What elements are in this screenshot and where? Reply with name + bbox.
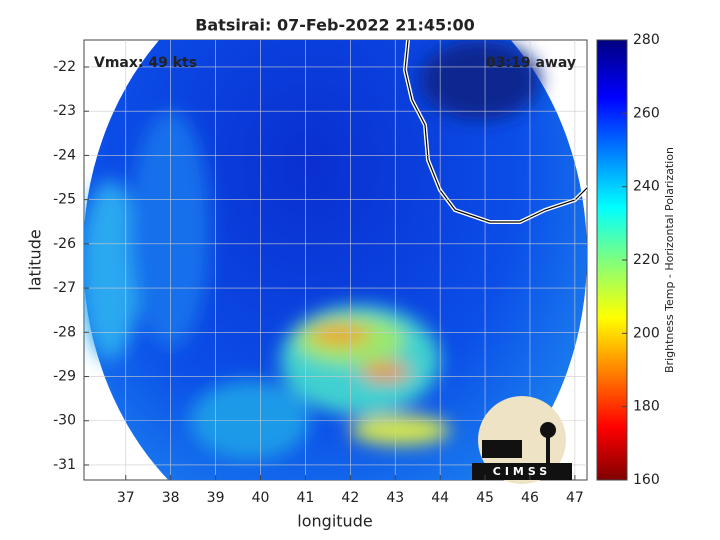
logo: CIMSS xyxy=(472,396,572,484)
x-tick-label: 43 xyxy=(386,490,404,506)
y-tick-label: -27 xyxy=(53,280,76,296)
colorbar-tick-label: 240 xyxy=(633,179,660,195)
colorbar-tick-label: 200 xyxy=(633,325,660,341)
y-tick-label: -26 xyxy=(53,236,76,252)
annotation: Vmax: 49 kts xyxy=(94,55,197,71)
colorbar-tick-label: 160 xyxy=(633,472,660,488)
colorbar-tick-label: 220 xyxy=(633,252,660,268)
y-tick-label: -31 xyxy=(53,457,76,473)
x-tick-label: 41 xyxy=(296,490,314,506)
x-tick-label: 40 xyxy=(252,490,270,506)
y-tick-label: -29 xyxy=(53,369,76,385)
y-axis-label: latitude xyxy=(26,229,45,290)
y-tick-label: -25 xyxy=(53,192,76,208)
colorbar-label: Brightness Temp - Horizontal Polarizatio… xyxy=(663,147,676,373)
annotation: 03:19 away xyxy=(486,55,576,71)
colorbar-tick-label: 260 xyxy=(633,105,660,121)
y-tick-label: -28 xyxy=(53,324,76,340)
y-tick-label: -24 xyxy=(53,147,76,163)
logo-text: CIMSS xyxy=(493,465,551,478)
grid xyxy=(84,40,587,480)
x-tick-label: 39 xyxy=(207,490,225,506)
x-tick-label: 44 xyxy=(431,490,449,506)
x-tick-label: 38 xyxy=(162,490,180,506)
chart-title: Batsirai: 07-Feb-2022 21:45:00 xyxy=(195,16,475,35)
y-tick-label: -30 xyxy=(53,413,76,429)
x-axis-label: longitude xyxy=(297,512,372,531)
x-tick-label: 42 xyxy=(341,490,359,506)
x-tick-label: 46 xyxy=(521,490,539,506)
x-tick-label: 45 xyxy=(476,490,494,506)
y-tick-label: -23 xyxy=(53,103,76,119)
y-tick-label: -22 xyxy=(53,59,76,75)
colorbar-tick-label: 180 xyxy=(633,399,660,415)
colorbar-tick-label: 280 xyxy=(633,32,660,48)
x-tick-label: 47 xyxy=(566,490,584,506)
x-tick-label: 37 xyxy=(117,490,135,506)
